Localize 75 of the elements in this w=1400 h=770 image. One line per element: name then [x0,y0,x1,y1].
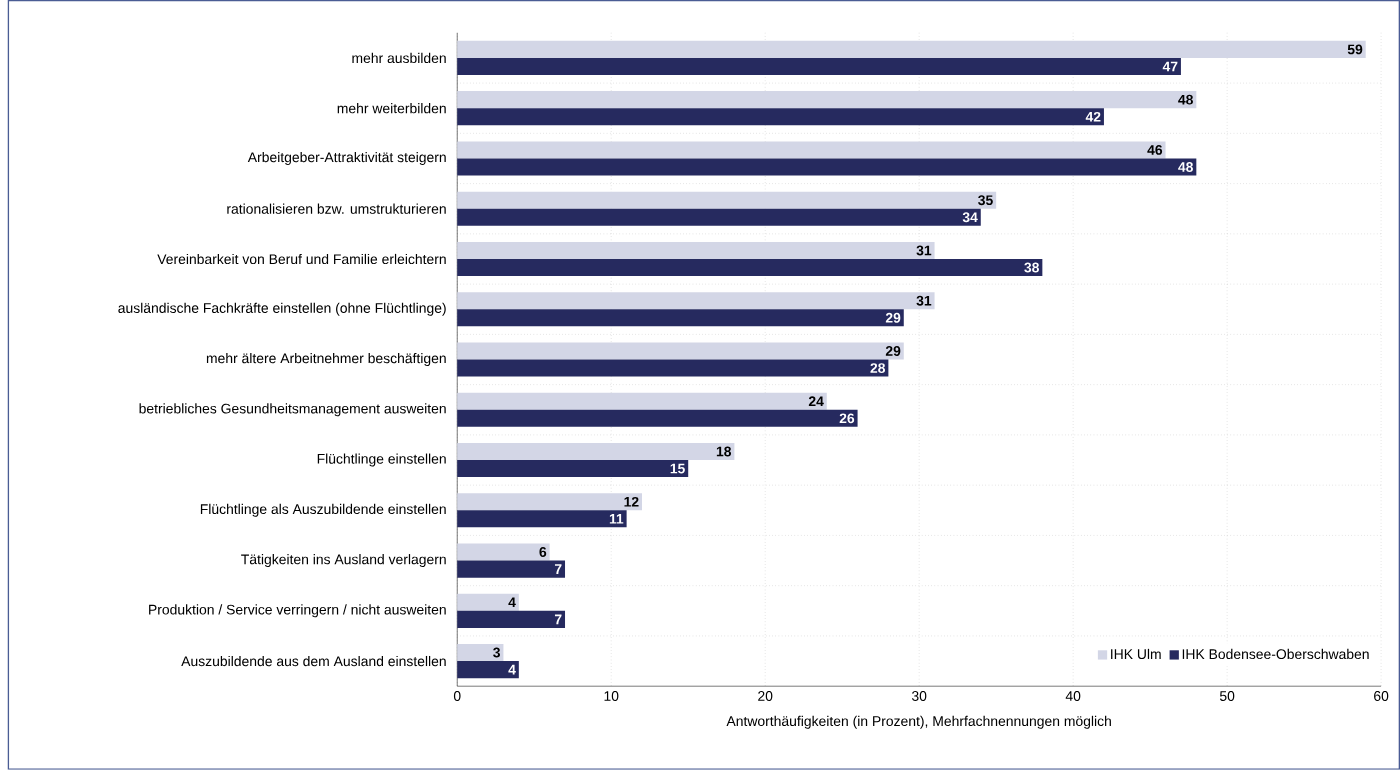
y-tick-label: Flüchtlinge als Auszubildende einstellen [200,503,446,517]
bar [457,610,566,629]
data-label: 48 [1178,94,1193,105]
data-label: 15 [670,463,685,474]
data-label: 38 [1024,262,1039,273]
y-tick-label: mehr ältere Arbeitnehmer beschäftigen [206,353,446,367]
data-label: 6 [539,547,547,558]
bar [457,58,1181,76]
data-label: 4 [508,664,516,675]
data-label: 31 [916,295,932,306]
bar [457,644,504,662]
data-label: 28 [870,363,886,374]
bar [457,191,997,209]
x-tick-label: 40 [1065,691,1081,702]
bar [457,543,550,561]
data-label: 26 [839,413,855,424]
bar [457,41,1366,59]
bar [457,208,981,226]
data-label: 34 [962,212,978,223]
y-tick-label: betriebliches Gesundheitsmanagement ausweiten [139,403,446,417]
data-label: 24 [808,396,824,407]
y-tick-label: Produktion / Service verringern / nicht ausweiten [149,604,446,618]
x-axis-title: Antworthäufigkeiten (in Prozent), Mehrfachnennungen möglich [726,715,1111,729]
data-label: 4 [508,597,516,608]
y-tick-label: Vereinbarkeit von Beruf und Familie erleichtern [157,254,446,265]
bar [457,560,566,578]
data-label: 48 [1178,162,1193,173]
bar [457,443,735,461]
y-tick-label: Arbeitgeber-Attraktivität steigern [247,152,446,166]
data-label: 29 [885,313,901,323]
bar [457,141,1166,159]
data-label: 42 [1085,112,1101,122]
legend-label: IHK Bodensee-Oberschwaben [1182,648,1369,660]
data-label: 11 [609,514,624,524]
y-tick-label: Flüchtlinge einstellen [317,453,446,467]
data-label: 29 [885,346,901,357]
bar [457,292,935,310]
bar [457,108,1104,126]
data-label: 46 [1147,145,1163,155]
bar [457,661,519,679]
bar [457,342,904,360]
bar [457,158,1197,176]
bar [457,460,689,478]
y-tick-label: ausländische Fachkräfte einstellen (ohne Flüchtlinge) [118,302,446,316]
y-tick-label: Auszubildende aus dem Ausland einstellen [181,656,446,667]
data-label: 35 [978,195,993,206]
bar [457,392,827,410]
legend-label: IHK Ulm [1111,648,1161,660]
x-tick-label: 10 [604,691,619,702]
bar [457,409,858,427]
y-tick-label: Tätigkeiten ins Ausland verlagern [241,554,446,568]
x-tick-label: 30 [911,691,927,702]
data-label: 47 [1162,61,1178,72]
y-tick-label: mehr weiterbilden [337,103,446,114]
bar [457,510,627,528]
bar [457,91,1197,109]
x-tick-label: 0 [453,691,461,702]
data-label: 3 [493,647,501,658]
bar [457,359,889,377]
y-tick-label: rationalisieren bzw. umstrukturieren [227,203,446,214]
data-label: 31 [916,245,932,256]
data-label: 7 [554,564,562,575]
x-tick-label: 20 [758,691,773,702]
x-tick-label: 50 [1219,691,1235,702]
data-label: 59 [1347,44,1363,55]
bar [457,493,643,511]
x-tick-label: 60 [1374,691,1389,702]
data-label: 18 [716,446,732,457]
bar [457,242,935,260]
bar [457,309,904,327]
bar [457,593,519,611]
data-label: 12 [624,497,639,507]
y-tick-label: mehr ausbilden [352,52,446,64]
bar [457,259,1043,277]
data-label: 7 [554,614,562,625]
